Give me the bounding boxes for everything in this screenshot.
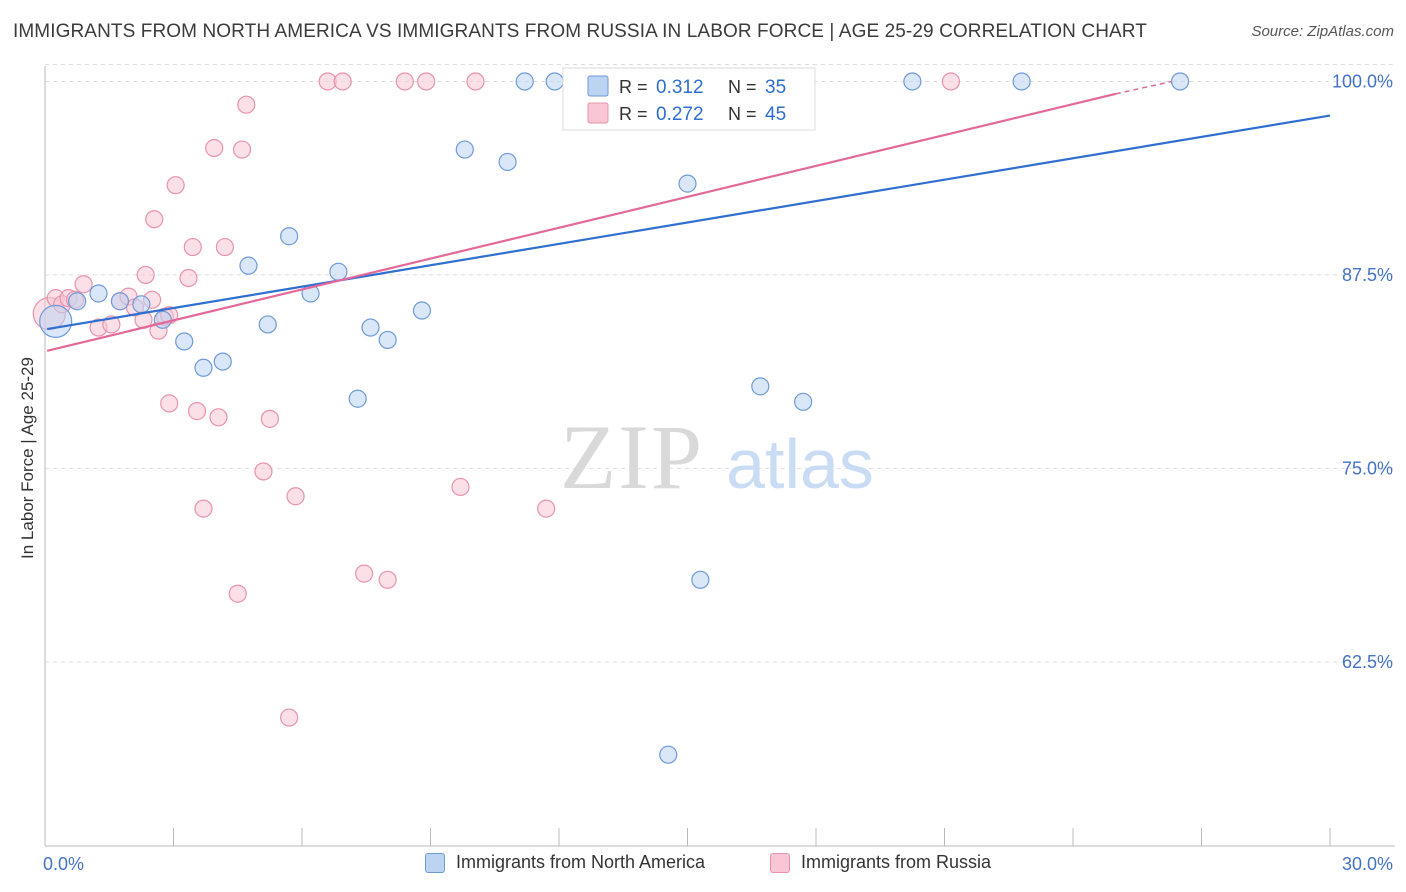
north-america-point-26 [678,174,697,193]
north-america-point-2 [89,284,108,303]
legend-label-north-america: Immigrants from North America [456,852,706,872]
y-tick-label-3: 100.0% [1332,71,1393,91]
russia-point-22 [187,402,207,421]
north-america-point-8 [213,352,232,371]
north-america-point-14 [348,389,367,408]
north-america-point-7 [194,358,213,377]
tick-labels: 62.5% 75.0% 87.5% 100.0% 0.0% 30.0% [43,71,1393,874]
legend-n-value-2: 45 [765,104,786,125]
russia-point-30 [254,462,273,481]
north-america-point-21 [545,72,564,91]
axes [44,66,1395,847]
north-america-point-32 [1012,72,1031,91]
trend-lines [46,80,1331,352]
north-america-point-0 [39,304,73,338]
north-america-point-17 [412,301,432,320]
north-america-point-29 [751,377,770,396]
russia-point-15 [136,265,155,285]
legend-n-label-2: N = [728,104,757,124]
russia-trend-extension [1115,80,1172,95]
north-america-point-16 [378,330,397,350]
russia-trend-line [46,92,1117,352]
legend-r-value-1: 0.312 [656,77,704,98]
russia-point-25 [209,408,228,427]
north-america-point-3 [110,292,130,311]
x-tick-label-0: 0.0% [43,854,84,874]
russia-point-5 [74,275,93,294]
russia-point-21 [183,237,202,257]
north-america-point-25 [659,745,678,764]
legend-r-label-1: R = [619,77,648,97]
north-america-point-1 [68,292,87,311]
russia-point-28 [232,140,252,159]
legend-r-value-2: 0.272 [656,104,704,125]
legend-swatch-russia [770,852,790,873]
russia-point-35 [333,72,352,91]
north-america-point-9 [239,256,258,275]
legend-item-russia: Immigrants from Russia [770,852,991,873]
russia-point-44 [941,72,961,91]
data-points [32,72,1190,764]
correlation-legend: R = 0.312 N = 35 R = 0.272 N = 45 [562,67,816,131]
legend-label-russia: Immigrants from Russia [801,852,992,872]
watermark-atlas: atlas [726,425,874,503]
y-tick-label-2: 87.5% [1342,265,1393,285]
russia-point-32 [280,708,299,727]
north-america-point-15 [361,318,380,337]
source-credit: Source: ZipAtlas.com [1251,23,1394,40]
russia-point-27 [228,584,247,603]
legend-swatch-north-america [425,852,445,873]
north-america-point-33 [1170,72,1190,91]
russia-point-23 [194,499,213,518]
russia-point-19 [166,176,185,195]
legend-n-value-1: 35 [765,77,786,98]
chart-title: IMMIGRANTS FROM NORTH AMERICA VS IMMIGRA… [13,21,1147,42]
russia-point-36 [355,564,374,583]
russia-point-39 [417,72,436,91]
north-america-point-6 [175,332,194,351]
legend-swatch-blue [587,75,609,97]
watermark: ZIP atlas [560,406,874,508]
russia-point-41 [466,72,485,91]
russia-point-29 [237,95,256,114]
russia-point-33 [286,487,305,506]
north-america-point-20 [515,72,534,91]
watermark-zip: ZIP [560,406,704,508]
series-legend: Immigrants from North America Immigrants… [0,852,1406,878]
russia-point-31 [260,409,279,428]
legend-r-label-2: R = [619,104,648,124]
legend-swatch-pink [587,102,609,124]
north-america-point-30 [794,392,813,411]
north-america-point-19 [498,152,517,172]
russia-point-42 [537,499,556,518]
russia-point-38 [395,72,414,91]
y-tick-label-0: 62.5% [1342,652,1393,672]
north-america-point-10 [258,315,277,334]
legend-n-label-1: N = [728,77,757,97]
russia-point-18 [160,394,179,413]
russia-point-26 [215,237,234,257]
russia-point-16 [145,210,164,229]
russia-point-40 [451,477,470,497]
north-america-point-5 [153,310,172,329]
y-tick-label-1: 75.0% [1342,458,1393,478]
north-america-point-27 [691,570,710,589]
russia-point-24 [205,138,224,158]
north-america-point-4 [132,295,151,314]
legend-item-north-america: Immigrants from North America [425,852,705,873]
russia-point-37 [378,570,397,589]
russia-point-20 [179,268,198,288]
north-america-point-18 [455,140,474,159]
north-america-point-31 [903,72,922,91]
north-america-point-11 [280,227,299,246]
x-tick-label-1: 30.0% [1342,854,1393,874]
north-america-point-13 [329,262,348,281]
north-america-trend-line [46,114,1331,331]
